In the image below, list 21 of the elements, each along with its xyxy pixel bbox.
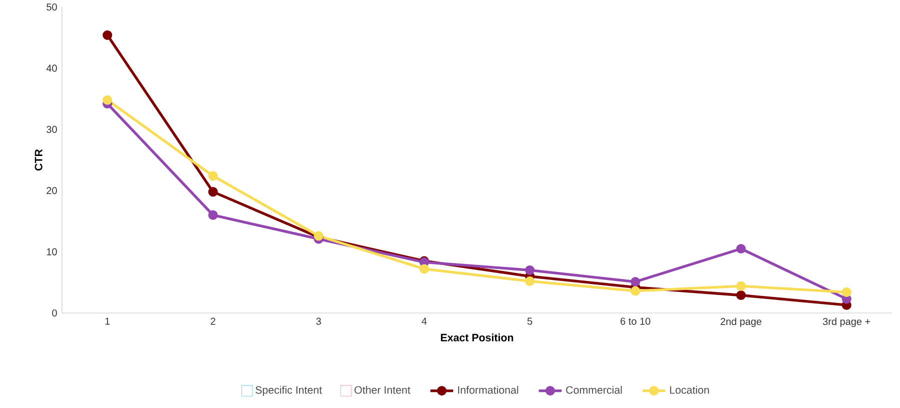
x-tick-label: 3 — [316, 318, 321, 325]
y-tick-label: 20 — [46, 187, 57, 194]
y-tick-label: 10 — [46, 248, 57, 256]
y-axis-title: CTR — [34, 149, 42, 171]
x-tick-label: 5 — [527, 318, 532, 325]
x-axis-title: Exact Position — [440, 334, 514, 342]
legend-label: Specific Intent — [256, 386, 322, 396]
x-tick-label: 6 to 10 — [620, 318, 650, 325]
y-tick-label: 50 — [46, 3, 57, 11]
x-tick-label: 2 — [210, 318, 216, 325]
x-tick-label: 1 — [105, 318, 110, 325]
y-tick-label: 30 — [46, 126, 57, 133]
x-tick-label: 3rd page + — [822, 318, 870, 328]
legend-label: Other Intent — [354, 386, 410, 394]
x-tick-label: 2nd page — [720, 318, 762, 328]
legend-label: Location — [670, 386, 709, 394]
legend-label: Informational — [458, 386, 518, 394]
legend-label: Commercial — [566, 386, 622, 394]
y-tick-label: 40 — [46, 64, 57, 72]
y-tick-label: 0 — [52, 309, 57, 317]
x-tick-label: 4 — [422, 318, 427, 325]
